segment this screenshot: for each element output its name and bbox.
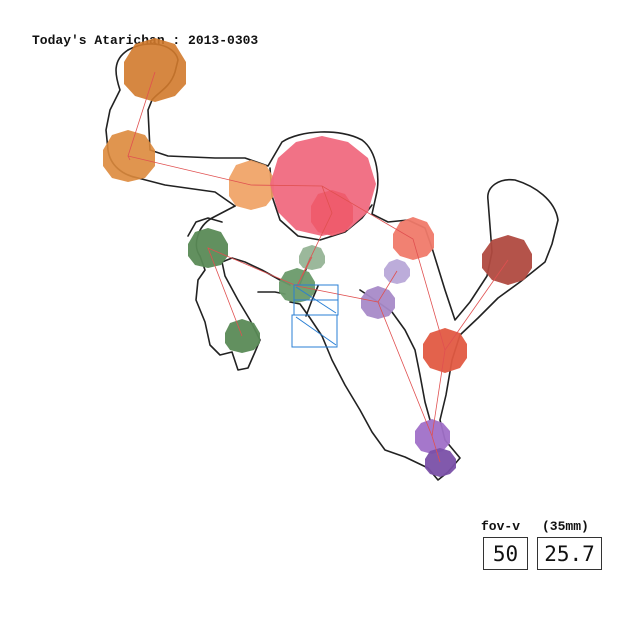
bones — [127, 71, 509, 463]
joint-head-top — [124, 38, 186, 102]
joints — [103, 38, 532, 477]
lens-label: (35mm) — [542, 519, 589, 534]
fov-label: fov-v — [481, 519, 521, 534]
joint-right-foot — [425, 448, 456, 477]
joint-right-hand — [482, 235, 532, 285]
joint-right-shoulder — [393, 217, 434, 260]
camera-frustum — [291, 284, 339, 348]
joint-left-knee — [225, 319, 260, 353]
lens-value-box[interactable]: 25.7 — [537, 537, 602, 570]
fov-value-box[interactable]: 50 — [483, 537, 528, 570]
